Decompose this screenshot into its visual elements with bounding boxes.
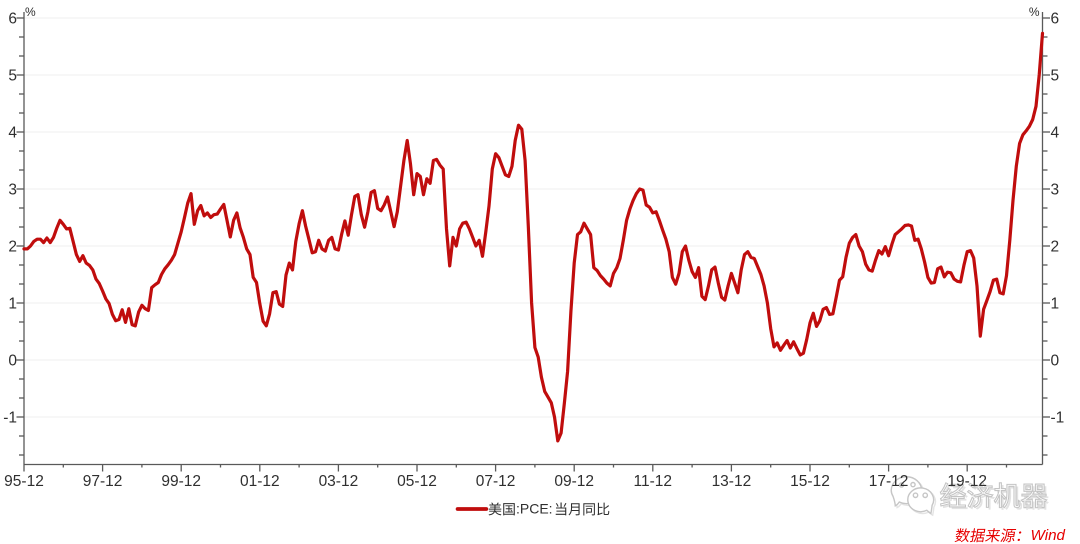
svg-text:2: 2 (1051, 239, 1060, 256)
svg-text:3: 3 (1051, 182, 1060, 199)
svg-text:99-12: 99-12 (161, 473, 201, 490)
svg-text:5: 5 (1051, 68, 1060, 85)
svg-text:3: 3 (8, 182, 17, 199)
svg-text:%: % (1029, 5, 1040, 19)
svg-text:13-12: 13-12 (712, 473, 752, 490)
svg-text:0: 0 (1051, 353, 1060, 370)
svg-text:Wind: Wind (1031, 527, 1066, 544)
svg-text:19-12: 19-12 (947, 473, 987, 490)
svg-text:2: 2 (8, 239, 17, 256)
svg-text:95-12: 95-12 (4, 473, 44, 490)
svg-text:05-12: 05-12 (397, 473, 437, 490)
svg-text::PCE:: :PCE: (516, 500, 553, 516)
svg-text:4: 4 (1051, 125, 1060, 142)
svg-text:07-12: 07-12 (476, 473, 516, 490)
svg-text:15-12: 15-12 (790, 473, 830, 490)
svg-text:03-12: 03-12 (319, 473, 359, 490)
svg-text:5: 5 (8, 68, 17, 85)
svg-text:6: 6 (8, 11, 17, 28)
svg-text:1: 1 (8, 296, 17, 313)
svg-text:97-12: 97-12 (83, 473, 123, 490)
svg-text:01-12: 01-12 (240, 473, 280, 490)
svg-text:1: 1 (1051, 296, 1060, 313)
svg-text:09-12: 09-12 (554, 473, 594, 490)
svg-text:11-12: 11-12 (634, 473, 673, 490)
svg-text:6: 6 (1051, 11, 1060, 28)
svg-text:-1: -1 (3, 410, 17, 427)
svg-text:%: % (25, 5, 36, 19)
svg-text:4: 4 (8, 125, 17, 142)
svg-text:17-12: 17-12 (869, 473, 909, 490)
svg-text:-1: -1 (1051, 410, 1065, 427)
svg-text:0: 0 (8, 353, 17, 370)
